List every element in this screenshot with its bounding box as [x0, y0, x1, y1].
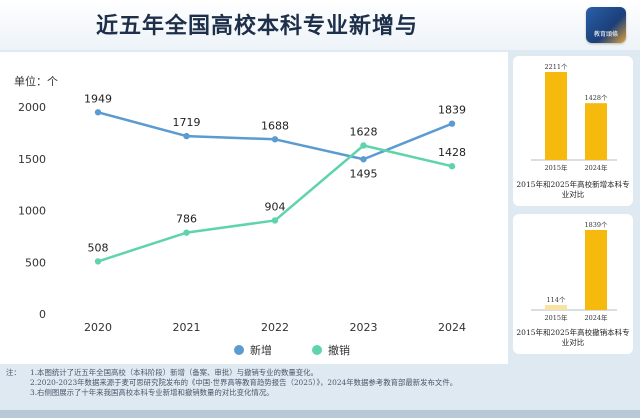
x-tick-label: 2023: [350, 321, 378, 334]
note-line: 2.2020-2023年数据来源于麦可思研究院发布的《中国·世界高等教育趋势报告…: [30, 378, 458, 387]
new-majors-comparison-card: 2211个 2015年 1428个 2024年 2015年和2025年高校新增本科专业…: [513, 56, 633, 206]
bar: [545, 305, 567, 310]
data-point-cancel: [448, 163, 456, 170]
notes-lead: 注：: [6, 368, 21, 377]
legend-item-cancel: 撤销: [312, 342, 350, 358]
legend-cancel-label: 撤销: [328, 344, 350, 357]
data-label: 1628: [350, 126, 378, 139]
data-label: 508: [88, 241, 109, 254]
data-label: 1428: [438, 146, 466, 159]
data-label: 1719: [173, 116, 201, 129]
y-tick-label: 1000: [18, 205, 46, 218]
bar-value-label: 1839个: [584, 221, 608, 229]
data-point-cancel: [271, 217, 279, 224]
bar: [545, 72, 567, 160]
bar-category-label: 2015年: [544, 163, 568, 172]
data-label: 1839: [438, 104, 466, 117]
logo-text: 教育頭條: [593, 31, 618, 38]
note-line: 3.右侧图展示了十年来我国高校本科专业新增和撤销数量的对比变化情况。: [30, 388, 274, 397]
legend-new-label: 新增: [250, 344, 272, 357]
data-point-new: [94, 109, 102, 116]
bottom-strip: [0, 410, 640, 418]
bar-category-label: 2024年: [584, 313, 608, 322]
legend-item-new: 新增: [234, 342, 272, 358]
legend-cancel-swatch: [312, 345, 322, 355]
bar-value-label: 2211个: [544, 63, 568, 71]
note-line: 1.本图统计了近五年全国高校（本科阶段）新增（备案、审批）与撤销专业的数量变化。: [30, 368, 318, 377]
x-tick-label: 2022: [261, 321, 289, 334]
x-tick-label: 2024: [438, 321, 466, 334]
data-label: 904: [265, 200, 286, 213]
legend-new-swatch: [234, 345, 244, 355]
y-tick-label: 2000: [18, 101, 46, 114]
bar-value-label: 114个: [547, 296, 566, 304]
new-majors-bar-chart: 2211个 2015年 1428个 2024年: [531, 63, 617, 172]
data-label: 1949: [84, 92, 112, 105]
data-label: 1495: [350, 167, 378, 180]
x-tick-label: 2020: [84, 321, 112, 334]
data-point-new: [360, 156, 367, 163]
data-point-cancel: [94, 258, 102, 265]
main-chart-panel: 单位：个 0 500 1000 1500 2000 2020 2021 2022 2023 2024…: [0, 52, 508, 364]
bar: [585, 230, 607, 310]
main-line-chart: 单位：个 0 500 1000 1500 2000 2020 2021 2022 2023 2024…: [14, 74, 466, 334]
cancelled-majors-caption: 2015年和2025年高校撤销本科专业对比: [516, 328, 630, 347]
unit-label: 单位：个: [14, 74, 58, 88]
cancelled-majors-bar-chart: 114个 2015年 1839个 2024年: [531, 221, 617, 322]
header-banner: 近五年全国高校本科专业新增与 教育頭條: [0, 0, 640, 50]
new-majors-caption: 2015年和2025年高校新增本科专业对比: [516, 180, 630, 199]
data-point-cancel: [360, 142, 367, 149]
y-tick-label: 0: [39, 308, 46, 321]
bar-value-label: 1428个: [584, 94, 608, 102]
data-label: 1688: [261, 119, 289, 132]
cancelled-majors-comparison-card: 114个 2015年 1839个 2024年 2015年和2025年高校撤销本科专业对…: [513, 214, 633, 354]
bar-category-label: 2015年: [544, 313, 568, 322]
bar-category-label: 2024年: [584, 163, 608, 172]
bar: [585, 103, 607, 160]
data-point-new: [183, 132, 190, 140]
data-point-new: [271, 136, 279, 143]
media-logo-icon: 教育頭條: [586, 7, 626, 43]
page-title: 近五年全国高校本科专业新增与: [96, 14, 419, 39]
data-point-cancel: [183, 229, 190, 236]
data-label: 786: [176, 213, 197, 226]
y-tick-label: 500: [25, 256, 46, 269]
x-tick-label: 2021: [173, 321, 201, 334]
y-tick-label: 1500: [18, 153, 46, 166]
data-point-new: [448, 120, 456, 127]
